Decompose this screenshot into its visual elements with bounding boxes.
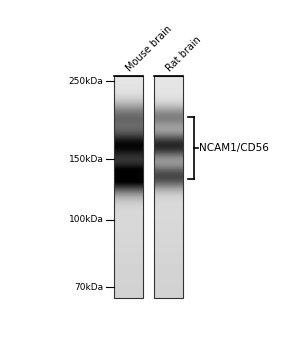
Text: 150kDa: 150kDa <box>68 155 103 164</box>
Text: 70kDa: 70kDa <box>74 283 103 292</box>
Text: 100kDa: 100kDa <box>68 215 103 224</box>
Bar <box>114 76 143 298</box>
Text: 250kDa: 250kDa <box>69 77 103 86</box>
Text: Rat brain: Rat brain <box>164 34 203 73</box>
Text: Mouse brain: Mouse brain <box>124 23 174 73</box>
Text: NCAM1/CD56: NCAM1/CD56 <box>199 144 269 153</box>
Bar <box>154 76 183 298</box>
